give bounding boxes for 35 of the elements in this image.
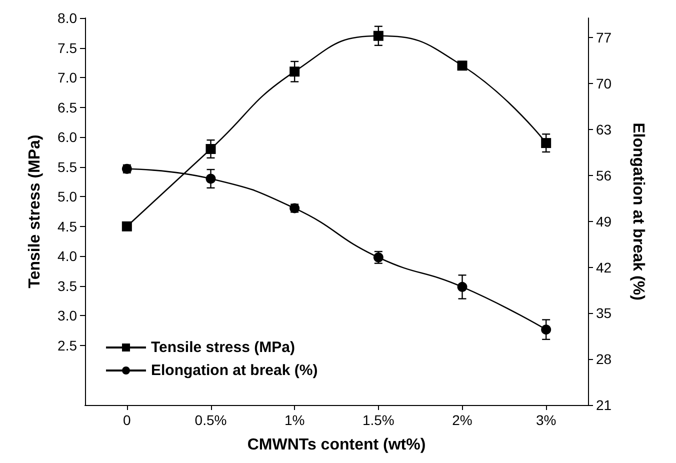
legend-label: Tensile stress (MPa)	[151, 339, 295, 356]
x-tick-label: 1.5%	[362, 412, 394, 428]
y-tick-label: 7.0	[58, 70, 78, 86]
x-axis-title: CMWNTs content (wt%)	[247, 436, 426, 454]
y-tick-label: 7.5	[58, 40, 78, 56]
y2-tick-label: 21	[596, 397, 612, 413]
y2-tick-label: 56	[596, 167, 612, 184]
y-tick-label: 2.5	[58, 337, 78, 354]
point	[290, 66, 300, 77]
y-tick-label: 4.0	[58, 248, 78, 264]
y2-tick-label: 28	[596, 351, 612, 368]
y-tick-label: 5.0	[58, 188, 78, 205]
y-tick-label: 5.5	[58, 158, 78, 175]
x-tick-label: 3%	[536, 412, 556, 428]
y-tick-label: 3.0	[58, 308, 78, 324]
y2-tick-label: 49	[596, 213, 612, 230]
y-tick-label: 8.0	[58, 10, 78, 26]
y2-tick-label: 35	[596, 305, 612, 322]
y2-tick-label: 42	[596, 259, 612, 276]
y-tick-label: 3.5	[58, 278, 78, 294]
x-tick-label: 1%	[284, 412, 305, 428]
y-axis-title: Tensile stress (MPa)	[26, 134, 44, 288]
y2-tick-label: 77	[596, 30, 612, 46]
point	[373, 30, 384, 41]
y2-tick-label: 63	[596, 122, 612, 138]
y-tick-label: 6.5	[58, 99, 78, 116]
y-tick-label: 4.5	[58, 218, 78, 234]
x-tick-label: 2%	[452, 412, 472, 428]
x-tick-label: 0	[123, 412, 132, 428]
y-tick-label: 6.0	[58, 129, 78, 146]
x-tick-label: 0.5%	[194, 412, 227, 428]
y2-axis-title: Elongation at break (%)	[630, 122, 646, 300]
y2-tick-label: 70	[596, 76, 612, 92]
legend-label: Elongation at break (%)	[151, 362, 318, 379]
point	[541, 138, 552, 148]
